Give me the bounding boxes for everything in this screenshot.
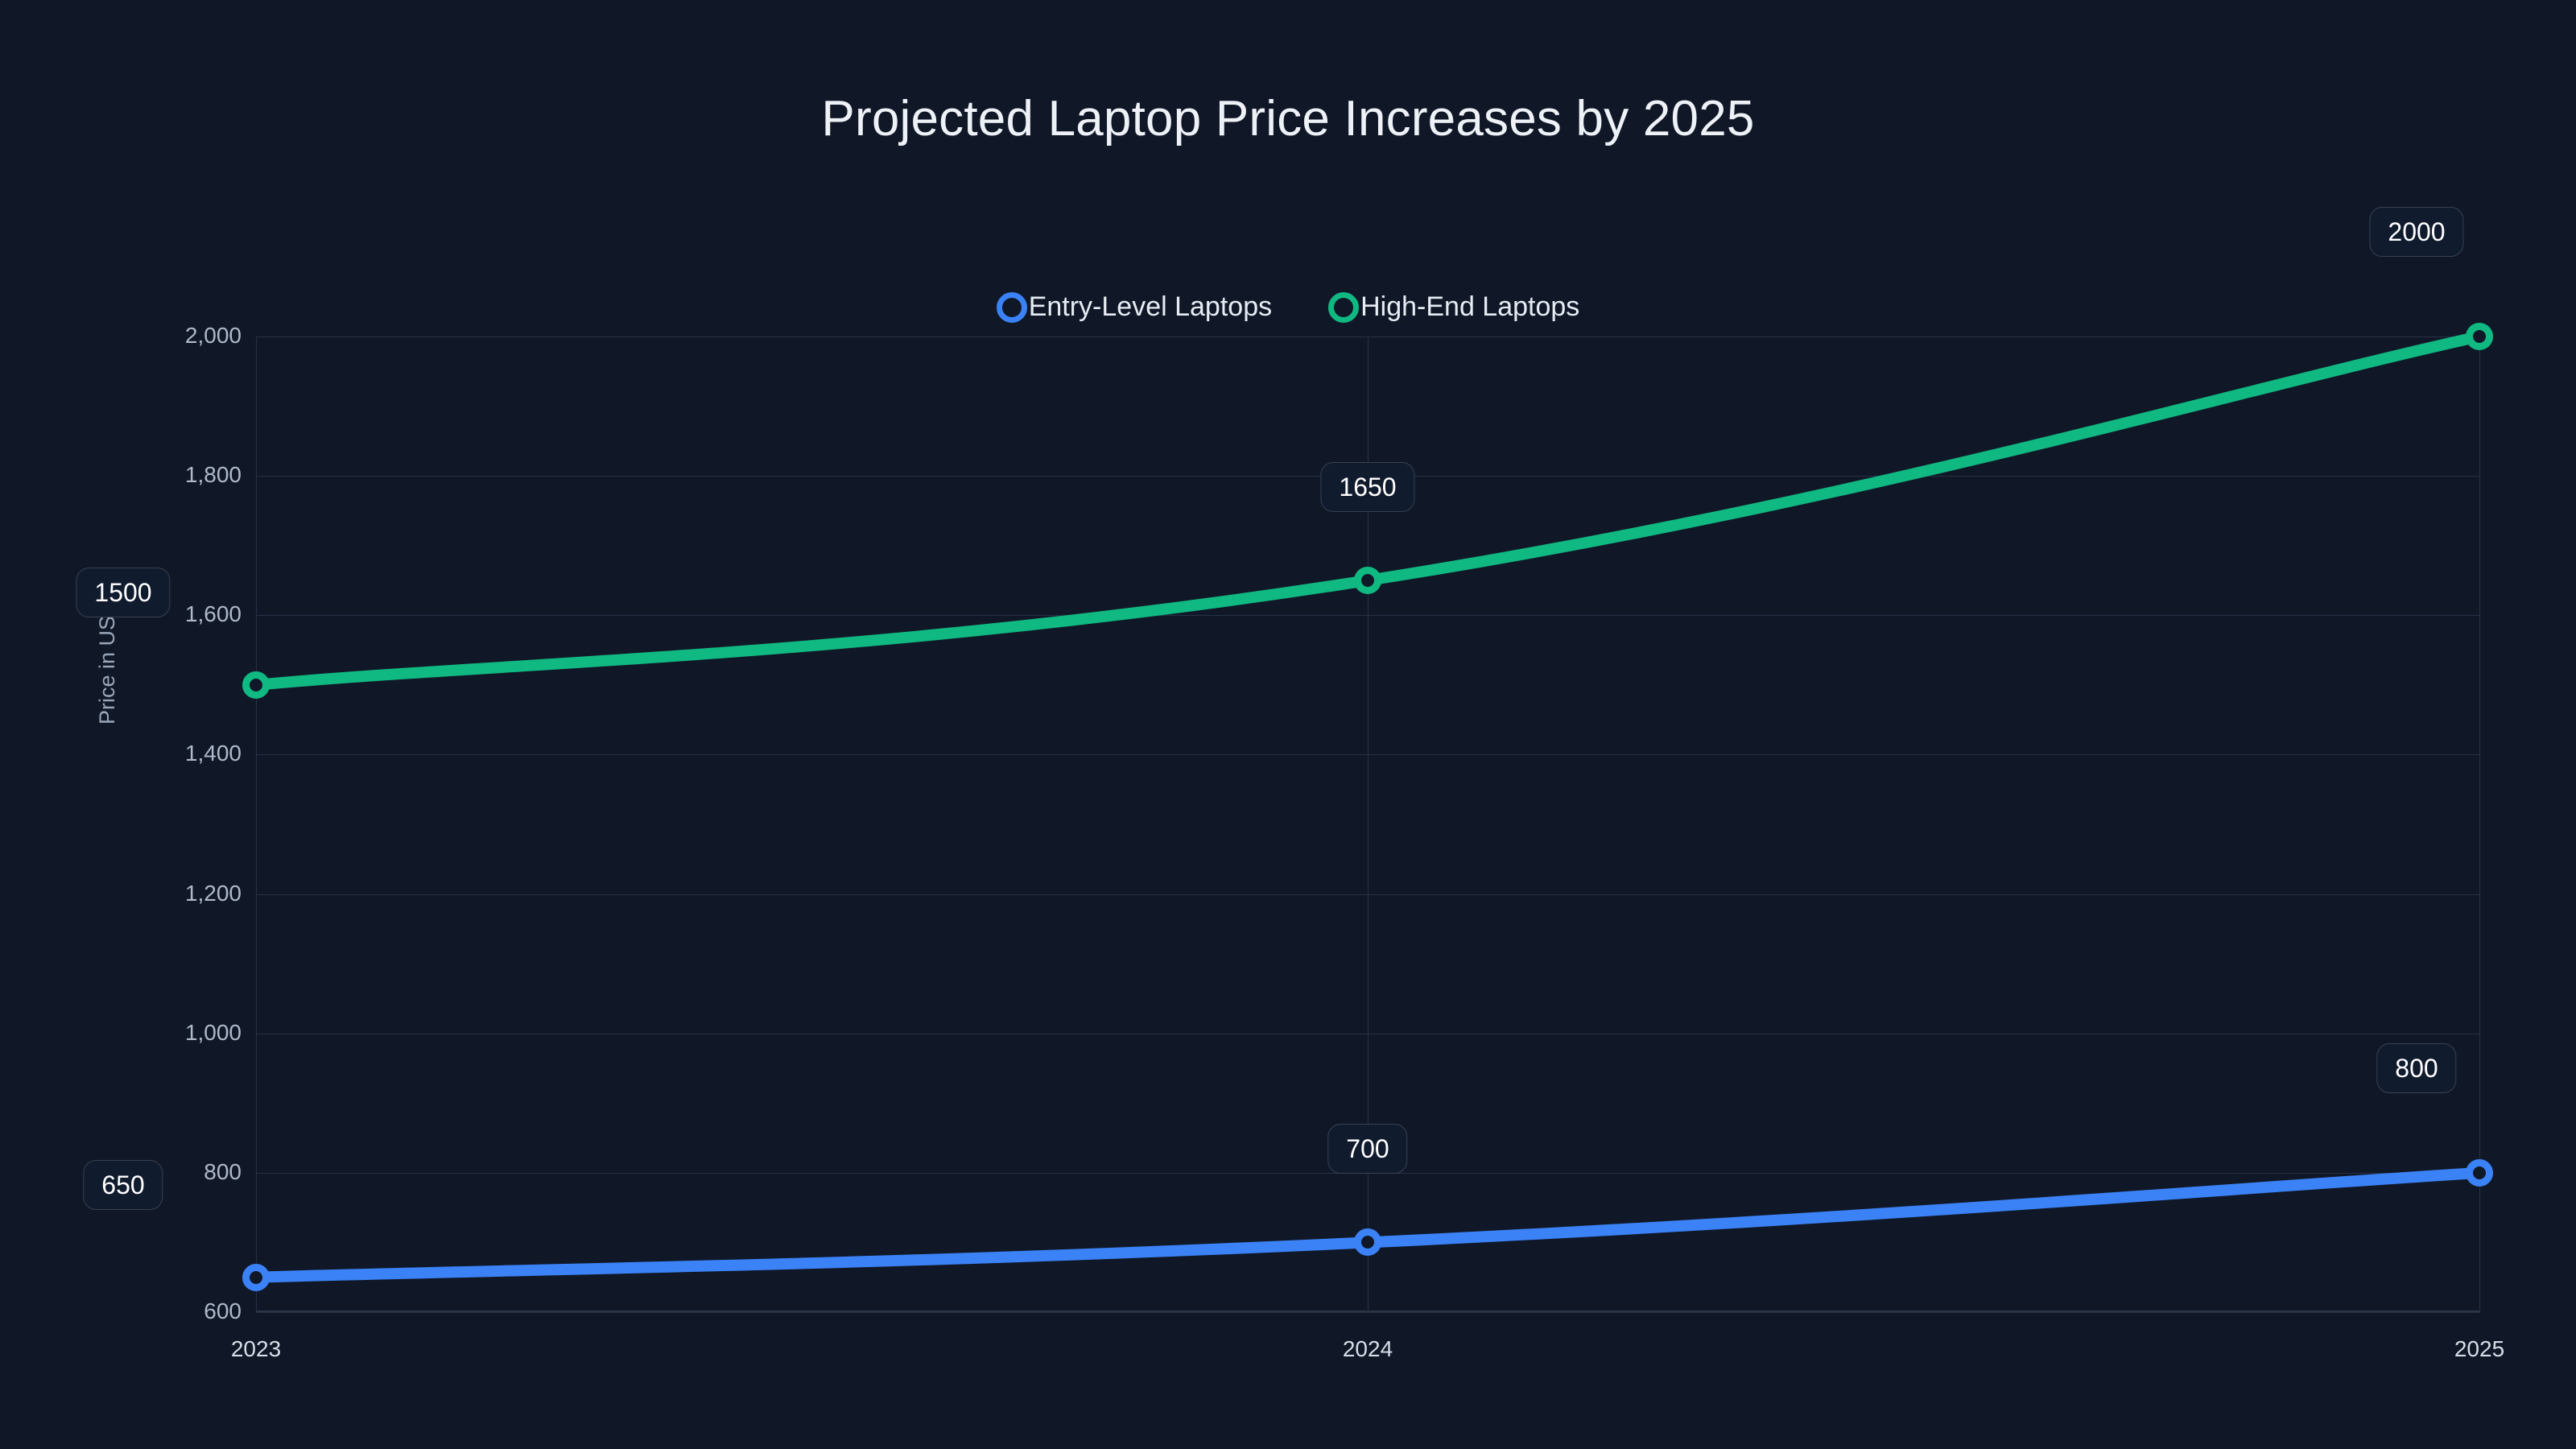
- series-line-entry-level: [250, 1166, 2485, 1283]
- x-axis-tick-label: 2023: [230, 1336, 282, 1361]
- data-point-marker[interactable]: [242, 671, 270, 699]
- x-axis-tick-label: 2025: [2454, 1336, 2505, 1361]
- legend-label: Entry-Level Laptops: [1028, 291, 1273, 322]
- x-axis-tick-label: 2024: [1342, 1336, 1393, 1361]
- data-point-label: 2000: [2369, 207, 2464, 257]
- gridline-horizontal: [256, 1312, 2479, 1313]
- legend-item-high-end[interactable]: High-End Laptops: [1328, 291, 1579, 323]
- chart-title: Projected Laptop Price Increases by 2025: [821, 91, 1755, 147]
- gridline-vertical: [256, 336, 257, 1312]
- data-point-label: 800: [2376, 1042, 2457, 1093]
- ring-icon: [1328, 291, 1360, 323]
- data-point-marker[interactable]: [2466, 323, 2493, 350]
- legend-item-entry-level[interactable]: Entry-Level Laptops: [996, 291, 1273, 323]
- data-point-marker[interactable]: [1354, 1228, 1381, 1257]
- data-point-label: 1650: [1320, 462, 1415, 512]
- ring-icon: [996, 291, 1027, 323]
- chart-legend: Entry-Level Laptops High-End Laptops: [0, 291, 2576, 323]
- legend-label: High-End Laptops: [1360, 291, 1580, 322]
- data-point-marker[interactable]: [1354, 567, 1381, 594]
- gridline-vertical: [2479, 336, 2480, 1312]
- data-point-label: 650: [83, 1159, 163, 1210]
- data-point-label: 1500: [76, 567, 171, 617]
- data-point-label: 700: [1327, 1124, 1408, 1174]
- data-point-marker[interactable]: [242, 1263, 270, 1291]
- data-point-marker[interactable]: [2466, 1158, 2493, 1187]
